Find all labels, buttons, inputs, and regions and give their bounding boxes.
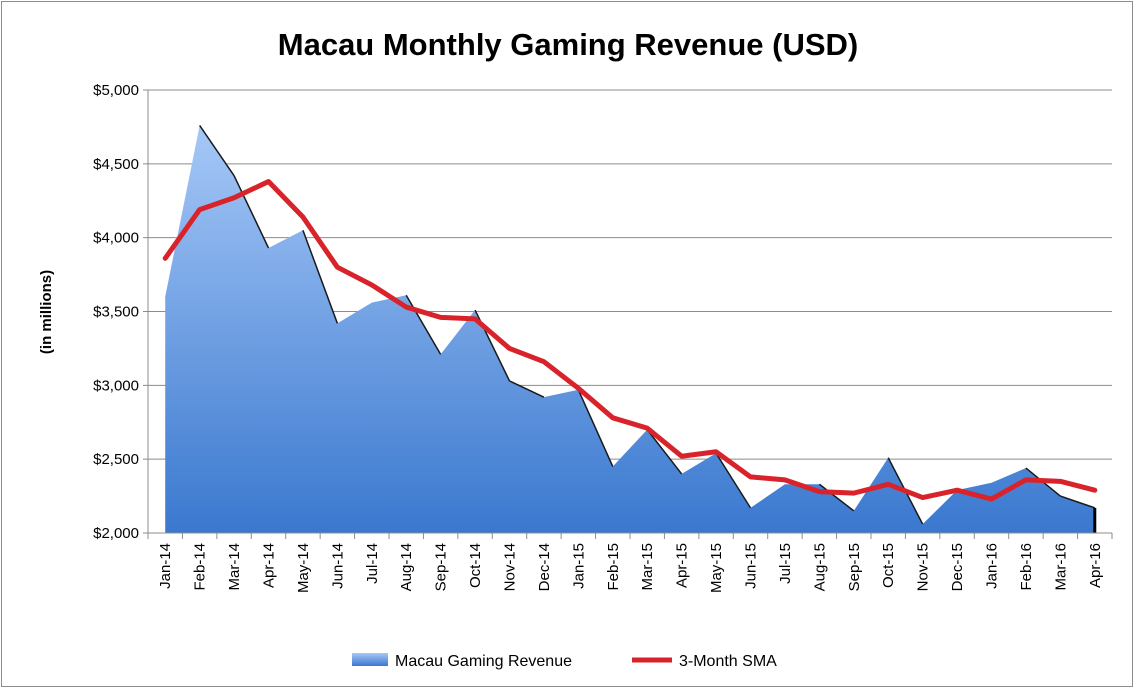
x-tick-label: Nov-15 (915, 543, 932, 591)
y-axis-title: (in millions) (38, 270, 55, 354)
revenue-edge-segment (199, 125, 235, 177)
revenue-edge-segment (715, 452, 752, 509)
x-tick-label: Feb-16 (1018, 543, 1035, 591)
x-tick-label: Mar-16 (1052, 543, 1069, 591)
x-tick-label: Dec-14 (536, 543, 553, 591)
revenue-edge-segment (577, 389, 614, 467)
x-tick-label: May-14 (295, 543, 312, 593)
x-tick-label: Jul-14 (364, 543, 381, 584)
revenue-edge-segment (646, 429, 683, 475)
x-tick-label: Jun-15 (743, 543, 760, 589)
y-tick-labels: $2,000 $2,500 $3,000 $3,500 $4,000 $4,500 $5,0… (93, 82, 139, 542)
x-tick-label: Aug-15 (811, 543, 828, 591)
x-tick-label: Aug-14 (398, 543, 415, 591)
revenue-edge-segment (302, 230, 339, 324)
legend-label-sma: 3-Month SMA (679, 653, 777, 670)
y-tick-label: $5,000 (93, 82, 139, 99)
y-tick-label: $3,500 (93, 304, 139, 321)
x-tick-label: Sep-14 (433, 543, 450, 591)
legend-label-revenue: Macau Gaming Revenue (395, 653, 572, 670)
x-tick-label: Mar-14 (226, 543, 243, 591)
y-tick-label: $2,500 (93, 451, 139, 468)
revenue-edge-segment (1060, 495, 1096, 509)
revenue-edge-segment (405, 294, 442, 355)
revenue-area (165, 125, 1095, 533)
x-tick-label: Oct-14 (467, 543, 484, 588)
x-tick-labels: Jan-14 Feb-14 Mar-14 Apr-14 May-14 Jun-14 Jul-… (157, 543, 1104, 593)
x-tick-label: Apr-16 (1087, 543, 1104, 588)
line-series (162, 179, 1098, 502)
axes (143, 89, 1113, 539)
revenue-edge-segment (233, 175, 270, 249)
x-tick-label: Mar-15 (639, 543, 656, 591)
x-tick-label: Jan-14 (157, 543, 174, 589)
chart-title: Macau Monthly Gaming Revenue (USD) (278, 27, 858, 62)
y-tick-label: $4,000 (93, 230, 139, 247)
x-tick-label: Feb-14 (192, 543, 209, 591)
x-tick-label: May-15 (708, 543, 725, 593)
revenue-edge-segment (818, 483, 855, 512)
x-tick-label: Jun-14 (329, 543, 346, 589)
x-tick-label: Apr-15 (674, 543, 691, 588)
legend: Macau Gaming Revenue 3-Month SMA (352, 653, 777, 670)
revenue-edge-segment (509, 380, 545, 398)
x-tick-label: Dec-15 (949, 543, 966, 591)
x-tick-label: Jan-16 (984, 543, 1001, 589)
y-tick-label: $4,500 (93, 156, 139, 173)
x-tick-label: Apr-14 (261, 543, 278, 588)
x-tick-label: Jul-15 (777, 543, 794, 584)
x-tick-label: Oct-15 (880, 543, 897, 588)
area-series (165, 125, 1097, 533)
y-tick-label: $2,000 (93, 525, 139, 542)
x-tick-label: Feb-15 (605, 543, 622, 591)
sma-line (162, 179, 1098, 502)
legend-swatch-revenue (352, 653, 388, 666)
y-tick-label: $3,000 (93, 377, 139, 394)
x-tick-label: Sep-15 (846, 543, 863, 591)
x-tick-label: Nov-14 (502, 543, 519, 591)
x-tick-label: Jan-15 (570, 543, 587, 589)
